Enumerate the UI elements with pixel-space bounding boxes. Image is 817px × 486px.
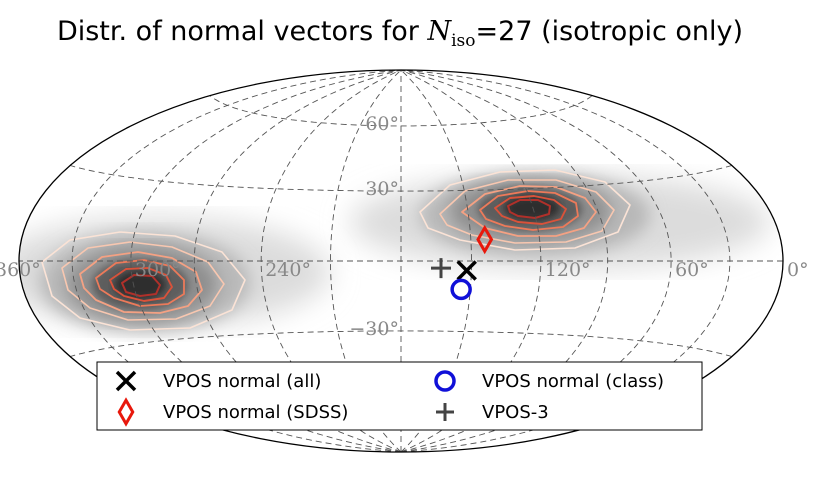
legend-box	[96, 361, 703, 431]
longitude-tick-label: 240°	[265, 259, 311, 281]
parallel-line	[70, 165, 732, 192]
parallel-line	[209, 95, 593, 127]
chart-title: Distr. of normal vectors for Niso=27 (is…	[57, 16, 743, 51]
meridian-line	[193, 70, 402, 452]
legend-label: VPOS normal (all)	[163, 371, 321, 392]
latitude-tick-label: −30°	[349, 318, 399, 340]
latitude-tick-label: 30°	[365, 178, 399, 200]
legend-label: VPOS-3	[482, 402, 549, 423]
legend-entry: VPOS normal (SDSS)	[117, 397, 348, 427]
legend-entry: VPOS-3	[436, 402, 549, 423]
legend-label: VPOS normal (SDSS)	[163, 402, 348, 423]
legend-entry: VPOS normal (all)	[115, 370, 321, 392]
contours-south	[41, 231, 246, 331]
marker-vpos-all	[456, 260, 477, 281]
legend-marker	[115, 370, 137, 392]
contour-lines	[41, 169, 631, 331]
title-symbol: N	[426, 16, 452, 47]
legend-label: VPOS normal (class)	[482, 371, 664, 392]
longitude-tick-label: 360°	[0, 259, 41, 281]
parallel-line	[70, 330, 732, 357]
marker-vpos-3	[430, 258, 451, 279]
title-subscript: iso	[451, 31, 475, 51]
legend-marker	[436, 403, 454, 421]
legend-entry: VPOS normal (class)	[434, 370, 664, 392]
marker-vpos-sdss	[476, 224, 494, 255]
title-suffix: (isotropic only)	[533, 16, 744, 47]
legend-marker	[434, 370, 456, 392]
data-markers	[430, 224, 494, 301]
longitude-tick-label: 300°	[135, 259, 181, 281]
marker-vpos-class	[450, 278, 472, 301]
title-prefix: Distr. of normal vectors for	[57, 16, 428, 47]
map-outline	[18, 69, 784, 453]
legend: VPOS normal (all) VPOS normal (class) VPOS…	[96, 361, 703, 431]
longitude-tick-label: 0°	[787, 259, 809, 281]
longitude-tick-label: 60°	[675, 259, 709, 281]
legend-marker	[117, 397, 135, 427]
latitude-tick-label: 60°	[365, 113, 399, 135]
title-equals-value: =27	[476, 16, 533, 47]
tick-labels: 360° 300° 240° 120° 60° 0° 60° 30° −30°	[0, 113, 809, 340]
contours-north	[419, 169, 631, 251]
longitude-tick-label: 120°	[545, 259, 591, 281]
